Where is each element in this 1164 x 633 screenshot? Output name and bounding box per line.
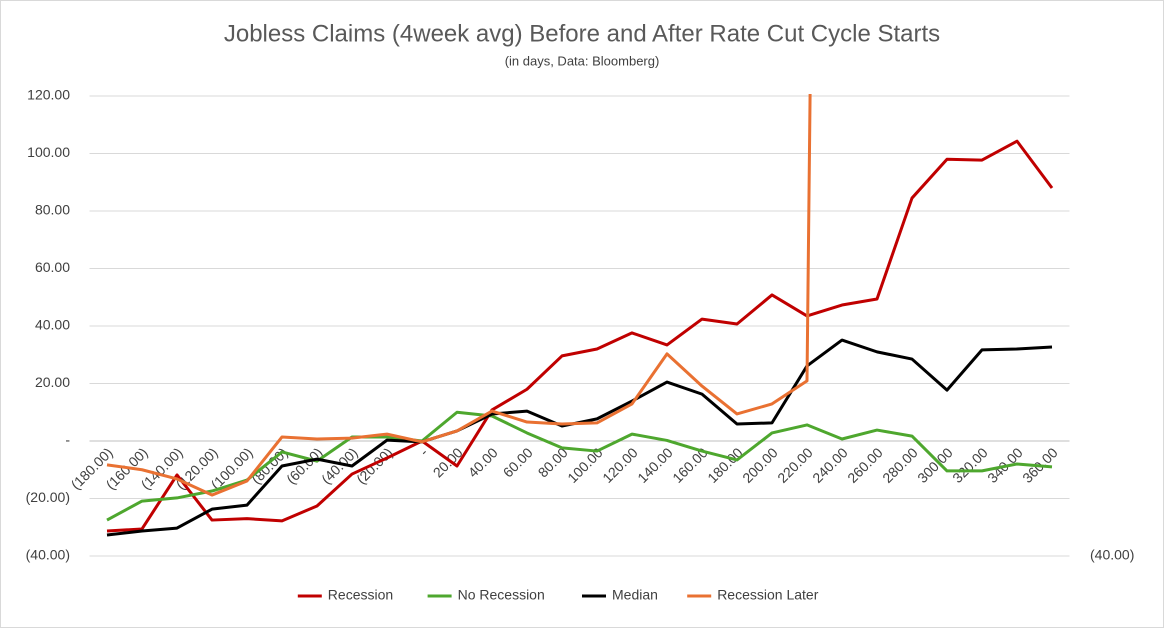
y-tick-label: 60.00: [35, 259, 70, 275]
y-tick-label: 40.00: [35, 317, 70, 333]
y-tick-label: -: [65, 432, 70, 448]
series-line: [106, 94, 812, 497]
legend-label: Median: [612, 587, 658, 603]
chart-subtitle: (in days, Data: Bloomberg): [505, 53, 660, 68]
chart-title: Jobless Claims (4week avg) Before and Af…: [224, 20, 940, 47]
y-tick-label: (20.00): [26, 489, 70, 505]
legend-label: Recession Later: [717, 587, 819, 603]
plot-area: [106, 94, 1054, 537]
series-line: [106, 139, 1054, 533]
y-tick-label: 100.00: [27, 144, 70, 160]
y-tick-label: 20.00: [35, 374, 70, 390]
y2-tick-label: (40.00): [1090, 547, 1134, 563]
legend-label: No Recession: [458, 587, 545, 603]
y-tick-label: 80.00: [35, 202, 70, 218]
legend-label: Recession: [328, 587, 393, 603]
series-line: [106, 410, 1053, 522]
y-tick-label: (40.00): [26, 547, 70, 563]
y-tick-label: 120.00: [27, 87, 70, 103]
